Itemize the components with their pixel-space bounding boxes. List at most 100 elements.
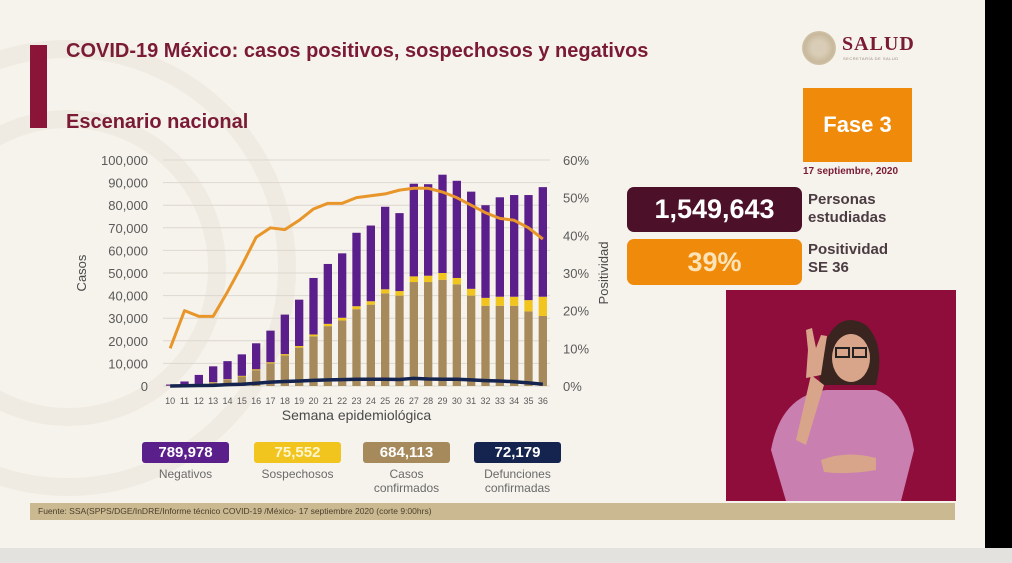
legend-label: Defunciones confirmadas (464, 467, 571, 495)
bar-sospechosos (323, 323, 332, 327)
x-tick-label: 28 (423, 396, 433, 406)
people-label-line-1: Personas (808, 191, 876, 208)
x-tick-label: 24 (366, 396, 376, 406)
legend-value-box: 75,552 (254, 442, 341, 463)
y-tick-label: 20,000 (108, 334, 148, 349)
legend-label-text: Sospechosos (261, 467, 334, 481)
y-tick-label: 10,000 (108, 356, 148, 371)
x-tick-label: 17 (265, 396, 275, 406)
logo-text: SALUD (842, 33, 915, 55)
legend-value-box: 72,179 (474, 442, 561, 463)
x-tick-label: 12 (194, 396, 204, 406)
y2-tick-label: 50% (563, 191, 589, 206)
bar-negativos (438, 174, 447, 273)
bar-sospechosos (438, 273, 447, 280)
logo-subtext: SECRETARÍA DE SALUD (843, 56, 899, 61)
phase-badge: Fase 3 (803, 88, 912, 162)
y-tick-label: 60,000 (108, 243, 148, 258)
y2-tick-label: 0% (563, 379, 582, 394)
y2-tick-label: 40% (563, 228, 589, 243)
bar-negativos (323, 263, 332, 324)
y-tick-label: 30,000 (108, 311, 148, 326)
legend-value-box: 789,978 (142, 442, 229, 463)
bar-casos-confirmados (352, 309, 361, 386)
x-tick-label: 31 (466, 396, 476, 406)
bar-casos-confirmados (538, 315, 547, 386)
bar-sospechosos (424, 275, 433, 283)
x-tick-label: 13 (208, 396, 218, 406)
page-title: COVID-19 México: casos positivos, sospec… (66, 40, 649, 62)
screen-bottom-bar (0, 548, 1012, 563)
bar-negativos (481, 205, 490, 298)
sign-language-interpreter-video (726, 290, 956, 501)
x-axis-label: Semana epidemiológica (282, 407, 432, 423)
y2-tick-label: 10% (563, 341, 589, 356)
bar-casos-confirmados (452, 284, 461, 386)
interpreter-figure (771, 320, 914, 501)
legend-value-box: 684,113 (363, 442, 450, 463)
x-tick-label: 30 (452, 396, 462, 406)
bar-sospechosos (280, 354, 289, 356)
x-tick-label: 27 (409, 396, 419, 406)
x-tick-label: 10 (165, 396, 175, 406)
bar-casos-confirmados (338, 320, 347, 386)
bar-sospechosos (495, 296, 504, 306)
bar-sospechosos (510, 296, 519, 306)
bar-negativos (266, 330, 275, 363)
bar-negativos (338, 253, 347, 318)
bar-sospechosos (467, 288, 476, 296)
bar-sospechosos (452, 277, 461, 285)
bar-negativos (366, 225, 375, 302)
slide: COVID-19 México: casos positivos, sospec… (0, 0, 985, 548)
bar-casos-confirmados (237, 376, 246, 386)
bar-negativos (538, 187, 547, 297)
x-tick-label: 36 (538, 396, 548, 406)
bar-sospechosos (481, 297, 490, 306)
bar-sospechosos (352, 306, 361, 310)
bar-negativos (252, 343, 261, 370)
bar-negativos (452, 180, 461, 278)
x-tick-label: 29 (437, 396, 447, 406)
bar-negativos (309, 277, 318, 335)
x-tick-label: 34 (509, 396, 519, 406)
bar-casos-confirmados (524, 311, 533, 386)
x-tick-label: 25 (380, 396, 390, 406)
legend-label: Sospechosos (244, 467, 351, 481)
x-tick-label: 32 (480, 396, 490, 406)
y2-axis-label: Positividad (596, 242, 611, 305)
x-tick-label: 15 (237, 396, 247, 406)
people-studied-label: Personas estudiadas (808, 191, 886, 227)
bar-casos-confirmados (467, 295, 476, 386)
bar-negativos (395, 213, 404, 292)
bar-casos-confirmados (323, 326, 332, 386)
covid-chart: 0 10,000 20,000 30,000 40,000 50,000 60,000 70,… (74, 153, 611, 423)
phase-date: 17 septiembre, 2020 (803, 166, 899, 177)
y-axis-label: Casos (74, 254, 89, 291)
y-tick-label: 50,000 (108, 266, 148, 281)
bar-sospechosos (395, 291, 404, 296)
legend-label-text: confirmadas (484, 481, 551, 495)
page-subtitle: Escenario nacional (66, 111, 249, 133)
x-tick-label: 14 (222, 396, 232, 406)
y-tick-label: 90,000 (108, 176, 148, 191)
bar-negativos (209, 366, 218, 383)
bar-negativos (424, 184, 433, 276)
bar-casos-confirmados (409, 282, 418, 386)
legend-label-text: confirmados (373, 481, 440, 495)
x-tick-label: 23 (351, 396, 361, 406)
bar-negativos (223, 361, 232, 380)
legend-label: Negativos (132, 467, 239, 481)
bar-sospechosos (524, 300, 533, 312)
x-tick-label: 26 (394, 396, 404, 406)
bar-casos-confirmados (295, 347, 304, 386)
x-tick-label: 35 (523, 396, 533, 406)
y-tick-label: 100,000 (101, 153, 148, 168)
bar-negativos (495, 197, 504, 297)
bar-sospechosos (409, 276, 418, 283)
bar-casos-confirmados (252, 370, 261, 386)
x-tick-label: 19 (294, 396, 304, 406)
y2-tick-label: 60% (563, 153, 589, 168)
bar-casos-confirmados (395, 295, 404, 386)
bar-casos-confirmados (424, 282, 433, 386)
positivity-value: 39% (627, 239, 802, 285)
